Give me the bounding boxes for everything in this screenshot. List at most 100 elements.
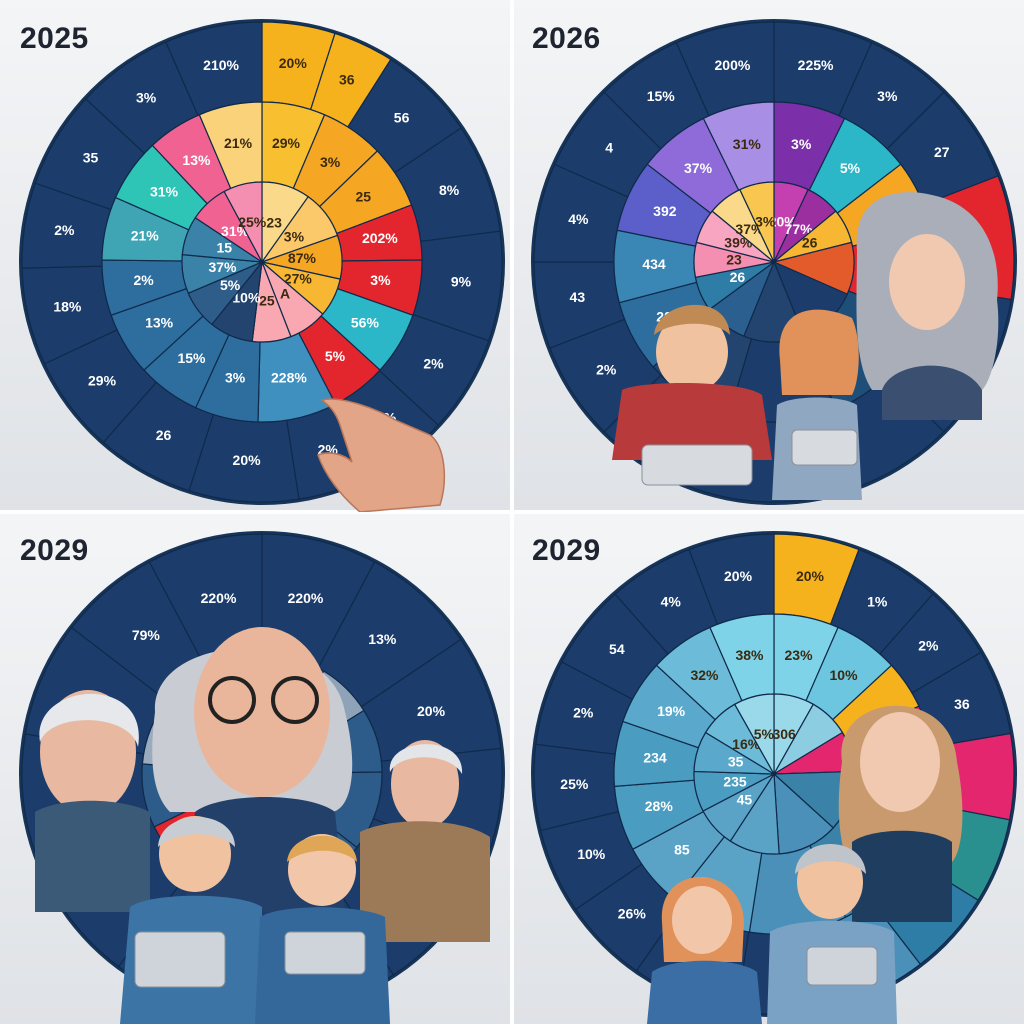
slice-label-middle-7: 228% bbox=[271, 370, 307, 386]
slice-label-inner-5: 25 bbox=[259, 292, 275, 308]
slice-label-inner-8: 37% bbox=[208, 259, 237, 275]
slice-label-outer-10: 79% bbox=[132, 627, 161, 643]
slice-label-outer-9: 43 bbox=[570, 289, 586, 305]
slice-label-middle-0: 23% bbox=[785, 647, 814, 663]
chart-title-2026: 2026 bbox=[532, 22, 601, 55]
slice-label-outer-4: 9% bbox=[451, 273, 472, 289]
slice-label-middle-6: 228 bbox=[208, 807, 232, 823]
slice-label-inner-0: 23 bbox=[266, 215, 282, 231]
slice-label-outer-0: 225% bbox=[798, 57, 834, 73]
slice-label-outer-11: 220% bbox=[201, 590, 237, 606]
slice-label-outer-2: 27 bbox=[934, 144, 950, 160]
slice-label-middle-4: 3% bbox=[370, 272, 391, 288]
slice-label-inner-8: 23 bbox=[726, 252, 742, 268]
slice-label-outer-1: 3% bbox=[877, 88, 898, 104]
slice-inner-11 bbox=[223, 181, 263, 263]
slice-label-outer-11: 10% bbox=[577, 846, 606, 862]
slice-label-middle-9: 28% bbox=[645, 798, 674, 814]
pie-chart-2029-right: 20% 1% 2% 36 365 26% 10% 25% 2% 54 4% 20% 23% 10% 85 28… bbox=[531, 531, 1017, 1017]
slice-label-inner-7: 235 bbox=[723, 774, 747, 790]
slice-label-inner-1: 3% bbox=[284, 229, 305, 245]
slice-label-inner-10: 31% bbox=[221, 223, 250, 239]
slice-label-outer-13: 2% bbox=[573, 705, 594, 721]
slice-label-outer-10: 26% bbox=[618, 905, 647, 921]
pie-chart-2025: 20% 36 56 8% 9% 2% 1% 2% 20% 26 29% 18% 2% 35 3% 210% 29… bbox=[19, 19, 505, 505]
slice-label-middle-0: 3% bbox=[791, 136, 812, 152]
slice-label-outer-0: 220% bbox=[288, 590, 324, 606]
slice-label-middle-10: 234 bbox=[643, 749, 667, 765]
slice-label-outer-3: 36 bbox=[954, 696, 970, 712]
slice-label-middle-7: 206 bbox=[656, 309, 680, 325]
chart-title-2025: 2025 bbox=[20, 22, 89, 55]
slice-label-middle-1: 10% bbox=[830, 667, 859, 683]
slice-label-inner-0: 306 bbox=[772, 726, 796, 742]
slice-label-middle-11: 2% bbox=[133, 272, 154, 288]
slice-label-inner-4: A bbox=[280, 285, 290, 301]
slice-label-inner-3: 27% bbox=[284, 271, 313, 287]
slice-label-middle-1: 5% bbox=[840, 160, 861, 176]
slice-label-outer-8: 20% bbox=[233, 452, 262, 468]
slice-label-inner-7: 26 bbox=[730, 269, 746, 285]
slice-label-middle-3: 202% bbox=[362, 230, 398, 246]
panel-2026: 225% 3% 27 2% 43 4% 4 15% 200% 3% 5% 23 206 434 392 37%… bbox=[512, 0, 1024, 512]
slice-label-middle-15: 21% bbox=[224, 135, 253, 151]
slice-label-middle-5: 56% bbox=[351, 314, 380, 330]
slice-label-outer-14: 3% bbox=[136, 90, 157, 106]
slice-label-middle-13: 38% bbox=[735, 647, 764, 663]
slice-label-inner-1: 77% bbox=[785, 221, 814, 237]
slice-label-middle-1: 3% bbox=[320, 154, 341, 170]
slice-label-inner-9: 16% bbox=[732, 736, 761, 752]
slice-label-outer-2: 56 bbox=[394, 109, 410, 125]
slice-label-inner-11: 3% bbox=[755, 214, 776, 230]
slice-label-middle-12: 21% bbox=[131, 227, 160, 243]
pie-chart-2029-left: 220% 13% 20% 20% 3% 79% 220% 9% 2% 36 228 3% 28% bbox=[19, 531, 505, 1017]
slice-label-outer-10: 29% bbox=[88, 373, 117, 389]
slice-label-inner-6: 45 bbox=[737, 792, 753, 808]
slice-label-middle-1: 2% bbox=[294, 722, 315, 738]
divider-horizontal bbox=[0, 510, 1024, 514]
slice-label-inner-2: 26 bbox=[802, 235, 818, 251]
slice-label-middle-6: 5% bbox=[325, 348, 346, 364]
slice-label-outer-15: 4% bbox=[661, 593, 682, 609]
slice-inner-10 bbox=[733, 693, 775, 777]
slice-label-outer-15: 210% bbox=[203, 57, 239, 73]
pie-chart-2026: 225% 3% 27 2% 43 4% 4 15% 200% 3% 5% 23 206 434 392 37%… bbox=[531, 19, 1017, 505]
slice-label-outer-7: 2% bbox=[318, 442, 339, 458]
slice-label-outer-9: 3% bbox=[87, 693, 108, 709]
slice-label-outer-1: 36 bbox=[339, 72, 355, 88]
slice-label-outer-10: 4% bbox=[568, 211, 589, 227]
panel-2029-right: 20% 1% 2% 36 365 26% 10% 25% 2% 54 4% 20% 23% 10% 85 28… bbox=[512, 512, 1024, 1024]
slice-label-outer-12: 15% bbox=[647, 88, 676, 104]
slice-label-inner-11: 25% bbox=[238, 214, 267, 230]
slice-label-outer-0: 20% bbox=[796, 568, 825, 584]
chart-title-2029-left: 2029 bbox=[20, 534, 89, 567]
slice-inner-11 bbox=[739, 181, 775, 263]
panel-2025: 20% 36 56 8% 9% 2% 1% 2% 20% 26 29% 18% 2% 35 3% 210% 29… bbox=[0, 0, 512, 512]
slice-label-inner-7: 5% bbox=[220, 277, 241, 293]
slice-label-middle-13: 31% bbox=[150, 183, 179, 199]
slice-label-inner-10: 5% bbox=[754, 726, 775, 742]
slice-label-middle-12: 32% bbox=[690, 667, 719, 683]
slice-label-middle-10: 37% bbox=[684, 160, 713, 176]
slice-label-middle-2: 23 bbox=[875, 203, 891, 219]
slice-label-outer-11: 4 bbox=[605, 139, 613, 155]
slice-label-outer-12: 25% bbox=[560, 776, 589, 792]
slice-label-inner-9: 15 bbox=[216, 239, 232, 255]
slice-label-outer-2: 2% bbox=[918, 637, 939, 653]
slice-label-middle-8: 85 bbox=[674, 842, 690, 858]
slice-label-outer-1: 1% bbox=[867, 593, 888, 609]
slice-label-middle-11: 31% bbox=[733, 136, 762, 152]
slice-label-outer-12: 2% bbox=[54, 222, 75, 238]
slice-label-outer-3: 8% bbox=[439, 182, 460, 198]
slice-label-outer-3: 20% bbox=[426, 789, 455, 805]
slice-label-outer-9: 26 bbox=[156, 427, 172, 443]
slice-label-middle-9: 15% bbox=[177, 350, 206, 366]
slice-label-middle-0: 9% bbox=[268, 707, 289, 723]
slice-label-middle-14: 13% bbox=[182, 152, 211, 168]
slice-label-outer-6: 1% bbox=[376, 410, 397, 426]
slice-label-middle-0: 29% bbox=[272, 135, 301, 151]
slice-label-middle-11: 19% bbox=[657, 703, 686, 719]
slice-label-inner-0: 20% bbox=[769, 214, 798, 230]
slice-label-outer-1: 13% bbox=[368, 631, 397, 647]
slice-label-middle-9: 392 bbox=[653, 203, 677, 219]
